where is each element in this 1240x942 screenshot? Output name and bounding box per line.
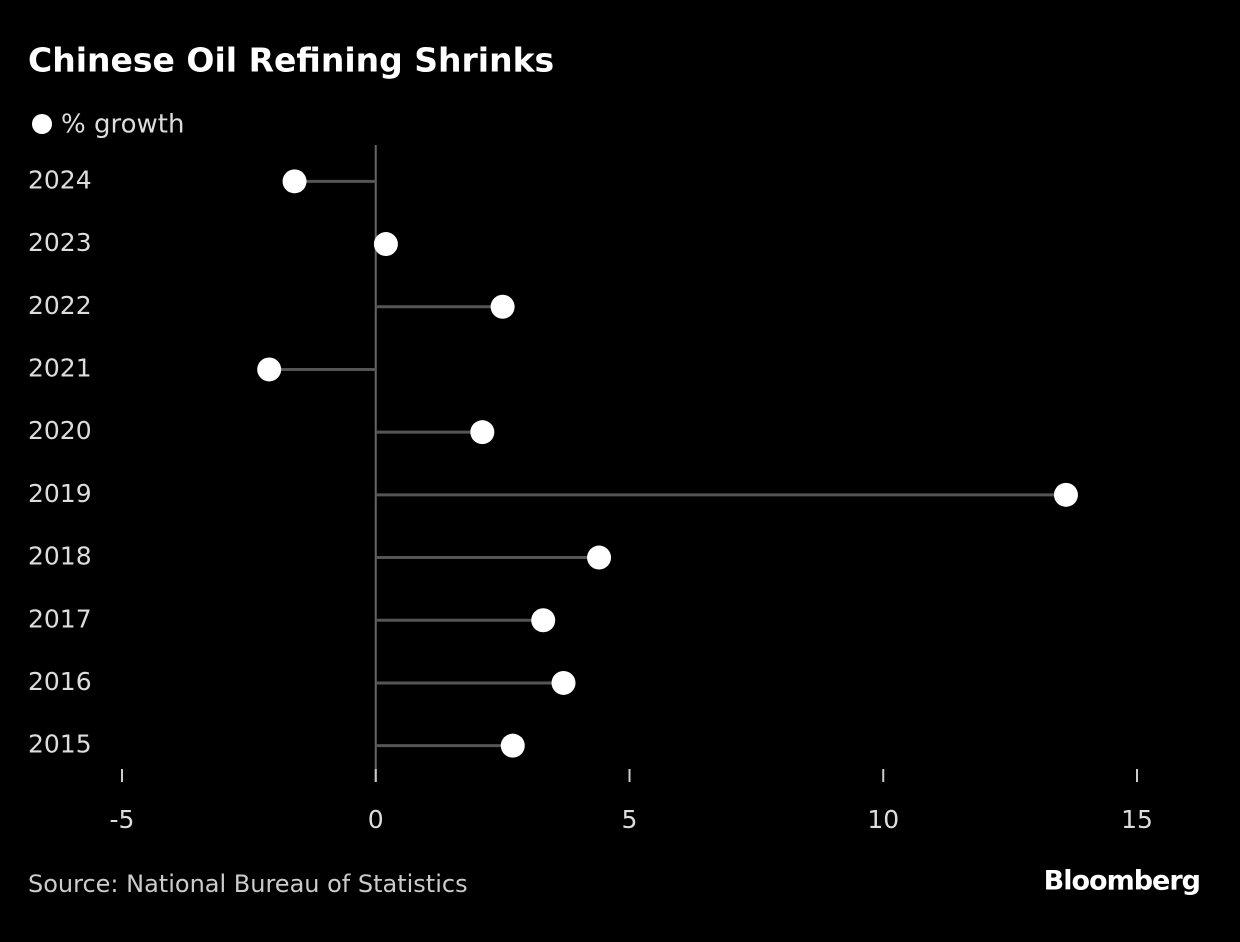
- y-tick-label: 2017: [28, 604, 92, 633]
- y-tick-label: 2019: [28, 479, 92, 508]
- y-tick-label: 2023: [28, 228, 92, 257]
- x-tick-label: -5: [110, 805, 135, 834]
- dot: [587, 545, 612, 570]
- dot: [282, 169, 307, 194]
- dot: [490, 294, 515, 319]
- y-tick-label: 2024: [28, 165, 92, 194]
- y-tick-label: 2022: [28, 291, 92, 320]
- dot: [1053, 482, 1078, 507]
- dot: [373, 232, 398, 257]
- chart-title: Chinese Oil Refining Shrinks: [28, 41, 554, 80]
- y-tick-label: 2018: [28, 542, 92, 571]
- y-tick-label: 2020: [28, 416, 92, 445]
- dot: [531, 608, 556, 633]
- y-tick-label: 2016: [28, 667, 92, 696]
- y-tick-label: 2015: [28, 730, 92, 759]
- dot: [470, 420, 495, 445]
- y-tick-label: 2021: [28, 353, 92, 382]
- dot: [551, 670, 576, 695]
- legend-marker: [32, 114, 52, 134]
- legend-label: % growth: [61, 110, 184, 140]
- x-tick-label: 15: [1121, 805, 1153, 834]
- x-tick-label: 0: [368, 805, 384, 834]
- dot: [500, 733, 525, 758]
- x-tick-label: 5: [622, 805, 638, 834]
- dot: [257, 357, 282, 382]
- x-tick-label: 10: [867, 805, 899, 834]
- logo: Bloomberg: [1044, 866, 1200, 897]
- source-note: Source: National Bureau of Statistics: [28, 870, 468, 898]
